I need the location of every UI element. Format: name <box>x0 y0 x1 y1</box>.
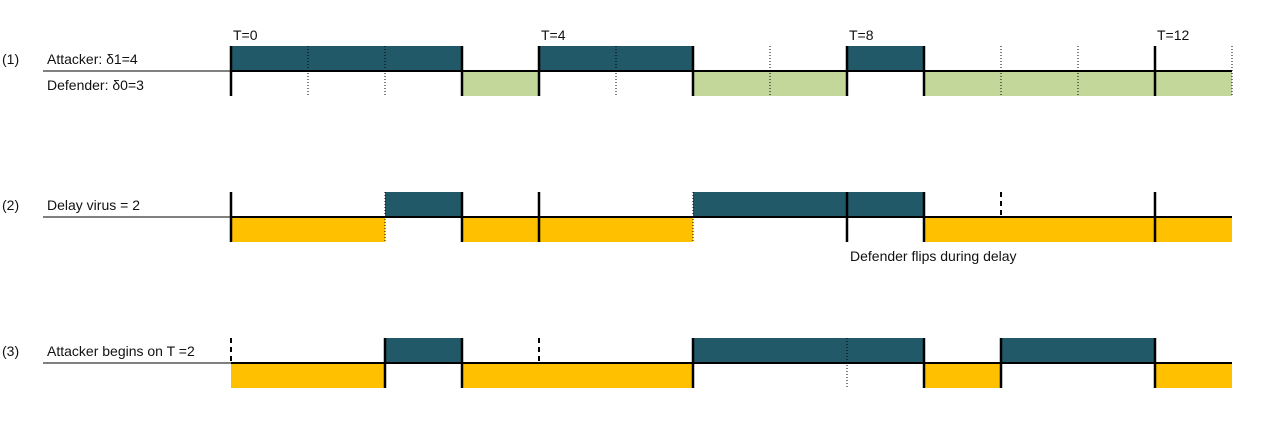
row-annotation-2: Defender flips during delay <box>850 248 1017 264</box>
defender-bar-row3-0 <box>231 363 385 388</box>
defender-bar-row2-0 <box>231 217 385 242</box>
defender-bar-row1-1 <box>693 71 847 96</box>
defender-bar-row3-2 <box>924 363 1001 388</box>
attacker-bar-row2-0 <box>385 192 462 217</box>
time-label-t12: T=12 <box>1157 27 1190 43</box>
attacker-bar-row1-0 <box>231 46 462 71</box>
row-top-label-3: Attacker begins on T =2 <box>47 343 195 359</box>
defender-bar-row2-2 <box>924 217 1232 242</box>
defender-bar-row3-1 <box>462 363 693 388</box>
time-label-t8: T=8 <box>849 27 874 43</box>
attacker-bar-row3-2 <box>1001 338 1155 363</box>
defender-bar-row1-2 <box>924 71 1232 96</box>
attacker-bar-row1-2 <box>847 46 924 71</box>
row-number-3: (3) <box>2 343 19 359</box>
row-number-1: (1) <box>2 51 19 67</box>
defender-bar-row3-3 <box>1155 363 1232 388</box>
row-top-label-2: Delay virus = 2 <box>47 197 140 213</box>
defender-bar-row2-1 <box>462 217 693 242</box>
defender-bar-row1-0 <box>462 71 539 96</box>
row-top-label-1: Attacker: δ1=4 <box>47 51 138 67</box>
attacker-bar-row2-1 <box>693 192 924 217</box>
attacker-bar-row3-1 <box>693 338 924 363</box>
row-bottom-label-1: Defender: δ0=3 <box>47 77 144 93</box>
time-label-t4: T=4 <box>541 27 566 43</box>
time-label-t0: T=0 <box>233 27 258 43</box>
row-number-2: (2) <box>2 197 19 213</box>
attacker-bar-row3-0 <box>385 338 462 363</box>
